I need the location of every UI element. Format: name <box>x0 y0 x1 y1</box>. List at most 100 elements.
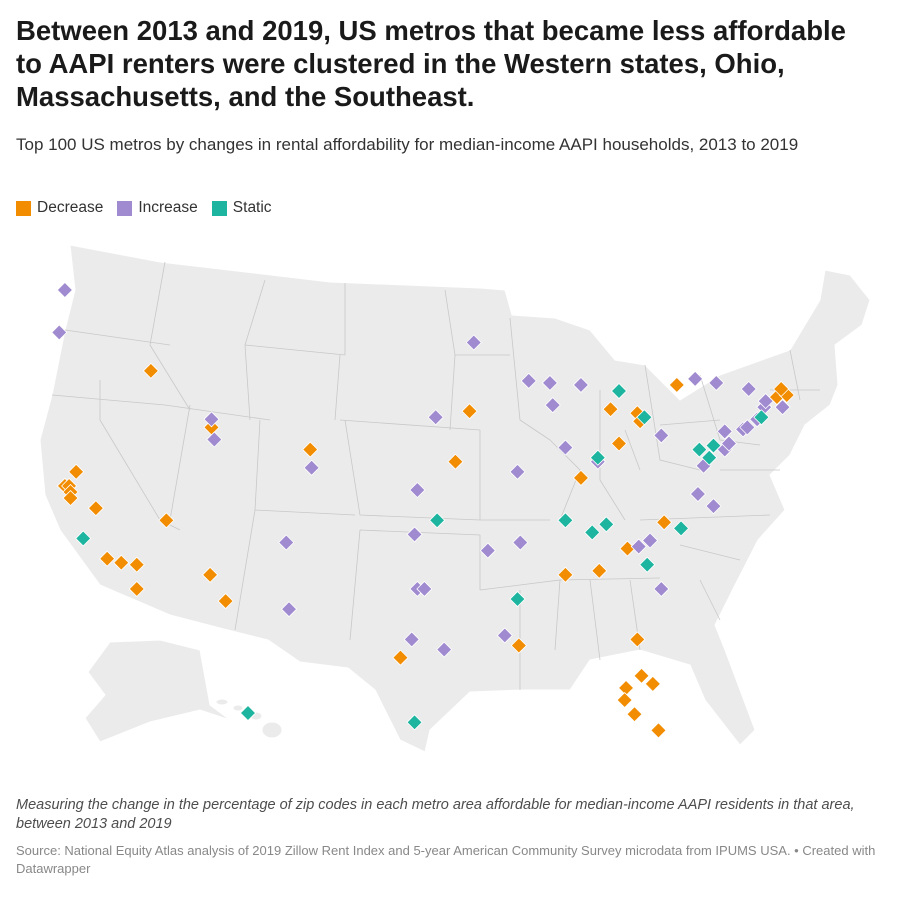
metro-marker-increase[interactable] <box>520 372 537 389</box>
metro-marker-decrease[interactable] <box>610 435 628 452</box>
metro-marker-increase[interactable] <box>557 439 574 456</box>
metro-marker-decrease[interactable] <box>128 580 145 598</box>
metro-marker-static[interactable] <box>691 441 708 458</box>
metro-marker-increase[interactable] <box>512 534 529 551</box>
legend-swatch-static <box>211 200 227 216</box>
metro-marker-decrease[interactable] <box>217 593 234 610</box>
metro-marker-static[interactable] <box>672 520 690 537</box>
land-hawaii <box>215 698 283 739</box>
metro-marker-increase[interactable] <box>720 435 738 452</box>
metro-marker-increase[interactable] <box>689 485 707 503</box>
metro-marker-decrease[interactable] <box>113 554 130 571</box>
metro-marker-decrease[interactable] <box>99 550 116 567</box>
metro-marker-decrease[interactable] <box>158 512 175 529</box>
metro-marker-static[interactable] <box>557 512 574 529</box>
metro-marker-increase[interactable] <box>496 627 513 644</box>
metro-marker-decrease[interactable] <box>447 453 464 470</box>
metro-marker-increase[interactable] <box>641 532 659 549</box>
metro-marker-increase[interactable] <box>56 281 73 299</box>
legend-label-increase: Increase <box>138 199 198 216</box>
legend-label-static: Static <box>232 199 272 216</box>
metro-marker-decrease[interactable] <box>773 380 790 398</box>
metro-marker-decrease[interactable] <box>461 403 478 420</box>
metro-marker-increase[interactable] <box>278 534 295 551</box>
metro-marker-decrease[interactable] <box>68 463 85 480</box>
metro-marker-increase[interactable] <box>572 376 589 394</box>
metro-marker-increase[interactable] <box>541 374 558 391</box>
legend-item-increase: Increase <box>117 199 198 217</box>
metro-marker-increase[interactable] <box>630 538 647 555</box>
metro-marker-decrease[interactable] <box>644 675 661 692</box>
chart-subtitle: Top 100 US metros by changes in rental a… <box>16 135 799 154</box>
metro-marker-increase[interactable] <box>687 370 704 387</box>
metro-markers <box>51 281 795 739</box>
metro-marker-static[interactable] <box>239 704 257 722</box>
metro-marker-static[interactable] <box>610 382 628 400</box>
metro-marker-decrease[interactable] <box>572 469 589 486</box>
metro-marker-static[interactable] <box>598 516 615 533</box>
metro-marker-decrease[interactable] <box>668 376 685 394</box>
metro-marker-increase[interactable] <box>51 324 68 341</box>
land-alaska <box>84 639 231 743</box>
metro-marker-decrease[interactable] <box>650 722 667 739</box>
metro-marker-static[interactable] <box>701 449 718 466</box>
metro-marker-static[interactable] <box>509 590 526 608</box>
metro-marker-static[interactable] <box>75 530 92 547</box>
metro-marker-decrease[interactable] <box>87 500 104 517</box>
metro-marker-decrease[interactable] <box>392 649 409 666</box>
metro-marker-static[interactable] <box>429 512 446 529</box>
metro-marker-decrease[interactable] <box>128 556 145 573</box>
metro-marker-increase[interactable] <box>465 334 482 351</box>
metro-marker-decrease[interactable] <box>617 679 635 697</box>
metro-marker-decrease[interactable] <box>142 362 159 379</box>
metro-marker-increase[interactable] <box>436 641 453 658</box>
metro-marker-increase[interactable] <box>427 409 444 426</box>
legend-label-decrease: Decrease <box>37 199 104 216</box>
metro-marker-increase[interactable] <box>303 459 320 476</box>
metro-marker-increase[interactable] <box>740 380 757 398</box>
metro-marker-increase[interactable] <box>653 427 670 444</box>
metro-marker-decrease[interactable] <box>656 514 673 531</box>
metro-marker-increase[interactable] <box>206 431 223 448</box>
chart-source: Source: National Equity Atlas analysis o… <box>16 843 876 876</box>
metro-marker-increase[interactable] <box>716 423 733 440</box>
metro-marker-increase[interactable] <box>280 601 298 618</box>
metro-marker-decrease[interactable] <box>629 631 646 648</box>
metro-marker-static[interactable] <box>406 714 423 731</box>
metro-marker-decrease[interactable] <box>510 637 527 654</box>
metro-marker-increase[interactable] <box>509 463 526 480</box>
metro-marker-static[interactable] <box>589 449 606 466</box>
metro-marker-decrease[interactable] <box>602 401 619 418</box>
metro-marker-decrease[interactable] <box>557 566 574 583</box>
metro-marker-decrease[interactable] <box>62 489 79 507</box>
state-borders <box>51 261 820 690</box>
metro-marker-increase[interactable] <box>739 419 756 436</box>
metro-marker-increase[interactable] <box>409 481 426 499</box>
metro-marker-increase[interactable] <box>653 580 670 598</box>
metro-marker-increase[interactable] <box>544 397 561 414</box>
legend-swatch-increase <box>117 200 133 216</box>
metro-marker-increase[interactable] <box>416 580 433 598</box>
metro-marker-static[interactable] <box>636 409 653 426</box>
metro-marker-decrease[interactable] <box>616 691 633 709</box>
legend-swatch-decrease <box>16 200 31 216</box>
metro-marker-decrease[interactable] <box>302 441 319 458</box>
legend-item-static: Static <box>211 199 272 217</box>
metro-marker-decrease[interactable] <box>591 562 608 579</box>
metro-marker-static[interactable] <box>753 409 770 426</box>
metro-marker-increase[interactable] <box>403 631 420 648</box>
metro-marker-static[interactable] <box>639 556 656 573</box>
metro-marker-static[interactable] <box>584 524 601 541</box>
chart-title: Between 2013 and 2019, US metros that be… <box>16 15 846 112</box>
metro-marker-decrease[interactable] <box>202 566 219 583</box>
legend-item-decrease: Decrease <box>16 199 103 217</box>
metro-marker-increase[interactable] <box>479 542 496 559</box>
metro-marker-increase[interactable] <box>708 374 725 391</box>
metro-marker-increase[interactable] <box>774 399 791 416</box>
metro-marker-increase[interactable] <box>406 526 423 543</box>
chart-note: Measuring the change in the percentage o… <box>16 797 855 832</box>
metro-marker-increase[interactable] <box>203 411 220 428</box>
metro-marker-decrease[interactable] <box>626 706 643 723</box>
metro-marker-increase[interactable] <box>705 498 722 515</box>
metro-marker-decrease[interactable] <box>633 667 650 684</box>
